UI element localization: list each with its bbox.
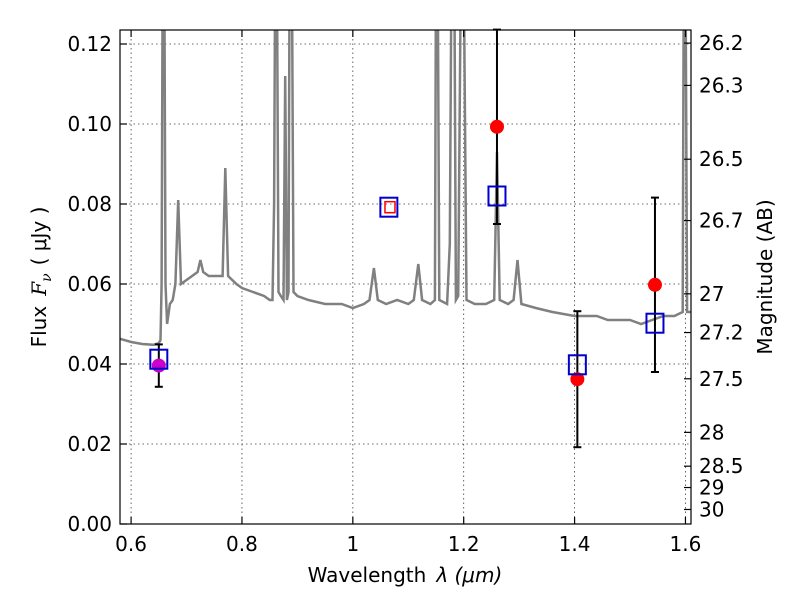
model-spectrum-line [120, 30, 691, 347]
mag-tick-label: 27.2 [699, 321, 744, 345]
data-markers [149, 28, 665, 449]
mag-tick-label: 26.5 [699, 147, 744, 171]
mag-tick-label: 29 [699, 476, 724, 500]
x-tick-label: 1.4 [559, 532, 591, 556]
model-point-square [487, 185, 507, 207]
y-tick-label: 0.10 [67, 112, 112, 136]
x-tick-label: 1.2 [448, 532, 480, 556]
mag-tick-label: 26.3 [699, 73, 744, 97]
mag-tick-label: 26.2 [699, 31, 744, 55]
mag-tick-label: 30 [699, 497, 724, 521]
data-point-circle [647, 277, 662, 292]
y-tick-label: 0.00 [67, 512, 112, 536]
data-point-circle [489, 119, 504, 134]
plot-frame [119, 29, 692, 525]
x-axis-label: Wavelength λ (μm) [308, 563, 503, 587]
y-tick-label: 0.08 [67, 192, 112, 216]
mag-tick-label: 27.5 [699, 367, 744, 391]
data-point-circle [570, 372, 585, 387]
x-tick-label: 0.6 [115, 532, 147, 556]
axis-ticks: 0.8 1 1.2 1.4 1.6 0.60.00 0.02 0.04 0.06 0.08 0.10… [67, 30, 744, 556]
data-point-circle [151, 358, 166, 373]
x-tick-label: 0.8 [226, 532, 258, 556]
x-tick-label: 1.6 [670, 532, 702, 556]
y-tick-label: 0.06 [67, 272, 112, 296]
plot-area [120, 30, 691, 347]
model-point-square [149, 348, 169, 370]
mag-tick-label: 28 [699, 420, 724, 444]
grid-lines [120, 30, 691, 525]
model-point-square [645, 312, 665, 334]
mag-tick-label: 28.5 [699, 454, 744, 478]
model-point-square [567, 354, 587, 376]
mag-tick-label: 26.7 [699, 209, 744, 233]
model-point-square [379, 196, 399, 218]
mag-tick-label: 27 [699, 282, 724, 306]
y-axis-label: FluxFν( μJy ) [27, 207, 55, 348]
y-tick-label: 0.04 [67, 352, 112, 376]
y-tick-label: 0.12 [67, 32, 112, 56]
x-tick-label: 1 [346, 532, 359, 556]
right-axis-label: Magnitude (AB) [753, 199, 777, 354]
model-point-small-square [384, 200, 396, 214]
y-tick-label: 0.02 [67, 432, 112, 456]
